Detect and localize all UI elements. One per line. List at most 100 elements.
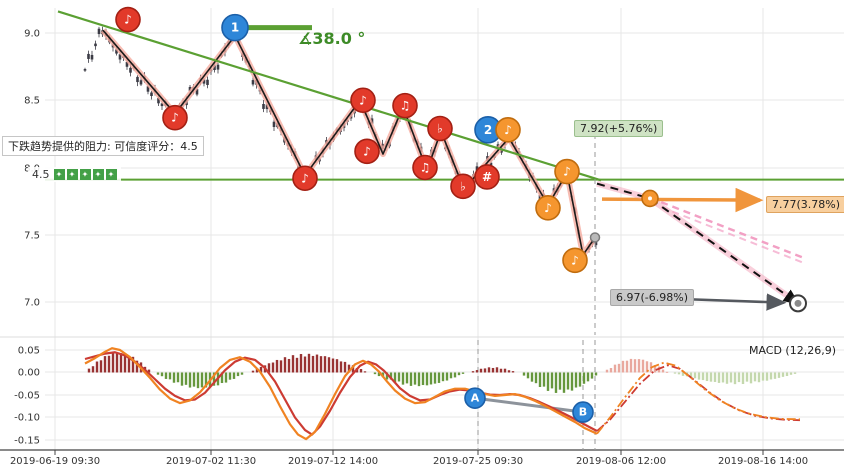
macd-histogram-bar — [389, 372, 393, 380]
macd-histogram-bar — [487, 367, 491, 373]
macd-histogram-bar — [507, 370, 511, 373]
svg-text:♪: ♪ — [571, 253, 579, 267]
pivot-marker-red[interactable]: ♪ — [292, 165, 318, 192]
macd-histogram-bar — [503, 368, 507, 373]
macd-histogram-bar — [582, 372, 586, 384]
macd-histogram-bar — [479, 368, 483, 373]
pivot-marker-blue[interactable]: 2 — [474, 116, 502, 144]
confidence-rating-badge[interactable]: 4.5 ✦ ✦ ✦ ✦ ✦ — [28, 167, 121, 182]
macd-histogram-bar — [562, 372, 566, 393]
svg-text:♫: ♫ — [420, 161, 431, 175]
pivot-marker-orange[interactable]: ♪ — [554, 158, 580, 185]
macd-histogram-bar — [99, 360, 103, 373]
macd-histogram-bar — [781, 372, 785, 377]
pink-projection-line[interactable] — [649, 196, 804, 259]
macd-histogram-bar — [421, 372, 425, 386]
macd-histogram-bar — [331, 358, 335, 373]
macd-histogram-bar — [546, 372, 550, 391]
macd-histogram-bar — [453, 372, 457, 378]
macd-marker-B[interactable]: B — [572, 401, 594, 423]
price-target-label-1[interactable]: 7.77(3.78%) — [766, 196, 844, 213]
macd-histogram-bar — [737, 372, 741, 383]
downtrend-line[interactable] — [57, 10, 602, 182]
macd-histogram-bar — [526, 372, 530, 379]
macd-histogram-bar — [119, 353, 123, 373]
macd-histogram-bar — [204, 372, 208, 388]
macd-histogram-bar — [733, 372, 737, 385]
x-axis-label: 2019-07-25 09:30 — [433, 456, 523, 467]
pivot-marker-red[interactable]: ♪ — [115, 6, 141, 33]
macd-histogram-bar — [339, 361, 343, 373]
pivot-marker-blue[interactable]: 1 — [221, 13, 249, 42]
pivot-marker-red[interactable]: ♪ — [354, 138, 380, 165]
y-axis-label: 7.5 — [24, 231, 40, 242]
macd-y-axis-label: 0.00 — [18, 368, 40, 379]
pivot-marker-red[interactable]: ♭ — [450, 173, 476, 200]
pivot-marker-red[interactable]: ♪ — [162, 104, 188, 131]
pivot-marker-orange[interactable]: ♪ — [562, 247, 588, 274]
svg-text:♪: ♪ — [363, 144, 371, 158]
pivot-marker-red[interactable]: # — [474, 164, 500, 190]
macd-histogram-bar — [271, 362, 275, 373]
svg-text:♪: ♪ — [124, 13, 132, 27]
macd-histogram-bar — [232, 372, 236, 379]
macd-histogram-bar — [617, 363, 621, 373]
macd-histogram-bar — [773, 372, 777, 379]
pivot-marker-orange[interactable] — [641, 189, 659, 208]
svg-text:♭: ♭ — [437, 121, 443, 135]
macd-histogram-bar — [637, 359, 641, 373]
price-target-label-0[interactable]: 7.92(+5.76%) — [574, 120, 664, 137]
target-dot-inner — [794, 299, 802, 307]
pivot-marker-orange[interactable]: ♪ — [535, 195, 561, 221]
macd-histogram-bar — [574, 372, 578, 388]
macd-histogram-bar — [633, 359, 637, 373]
macd-histogram-bar — [449, 372, 453, 379]
macd-histogram-bar — [409, 372, 413, 386]
pivot-marker-red[interactable]: ♫ — [412, 154, 438, 181]
macd-histogram-bar — [156, 372, 160, 375]
macd-histogram-bar — [267, 363, 271, 373]
macd-histogram-bar — [793, 372, 797, 374]
pivot-marker-orange[interactable]: ♪ — [495, 117, 521, 143]
svg-text:♪: ♪ — [301, 171, 309, 185]
macd-indicator-label: MACD (12,26,9) — [748, 344, 836, 357]
pivot-marker-red[interactable]: ♭ — [427, 115, 453, 142]
macd-histogram-bar — [475, 370, 479, 373]
macd-signal-line — [84, 347, 598, 441]
y-axis-label: 9.0 — [24, 29, 40, 40]
macd-histogram-bar — [160, 372, 164, 377]
macd-histogram-bar — [749, 372, 753, 384]
macd-histogram-bar — [701, 372, 705, 381]
macd-histogram-bar — [457, 372, 461, 376]
rating-star-icon: ✦ — [92, 169, 104, 180]
orange-projection-arrow[interactable] — [601, 187, 764, 213]
macd-histogram-bar — [220, 372, 224, 384]
macd-histogram-bar — [625, 360, 629, 373]
svg-text:#: # — [482, 170, 492, 184]
svg-text:B: B — [579, 406, 587, 419]
macd-histogram-bar — [385, 372, 389, 380]
macd-histogram-bar — [753, 372, 757, 382]
macd-histogram-bar — [558, 372, 562, 390]
macd-histogram-bar — [645, 361, 649, 373]
macd-histogram-bar — [495, 367, 499, 373]
macd-histogram-bar — [131, 356, 135, 373]
svg-text:♭: ♭ — [460, 179, 466, 193]
price-end-dot — [589, 232, 601, 243]
macd-histogram-bar — [745, 372, 749, 382]
macd-histogram-bar — [594, 372, 598, 376]
price-target-label-2[interactable]: 6.97(-6.98%) — [610, 289, 694, 306]
macd-histogram-bar — [172, 372, 176, 383]
macd-marker-A[interactable]: A — [464, 387, 486, 409]
pivot-marker-red[interactable]: ♫ — [392, 92, 418, 119]
macd-histogram-bar — [511, 371, 515, 373]
main-projection-line[interactable] — [596, 182, 800, 305]
pivot-marker-red[interactable]: ♪ — [350, 87, 376, 114]
macd-histogram-bar — [192, 372, 196, 387]
macd-histogram-bar — [405, 372, 409, 384]
macd-histogram-bar — [445, 372, 449, 381]
macd-histogram-bar — [291, 355, 295, 373]
macd-histogram-bar — [107, 355, 111, 373]
